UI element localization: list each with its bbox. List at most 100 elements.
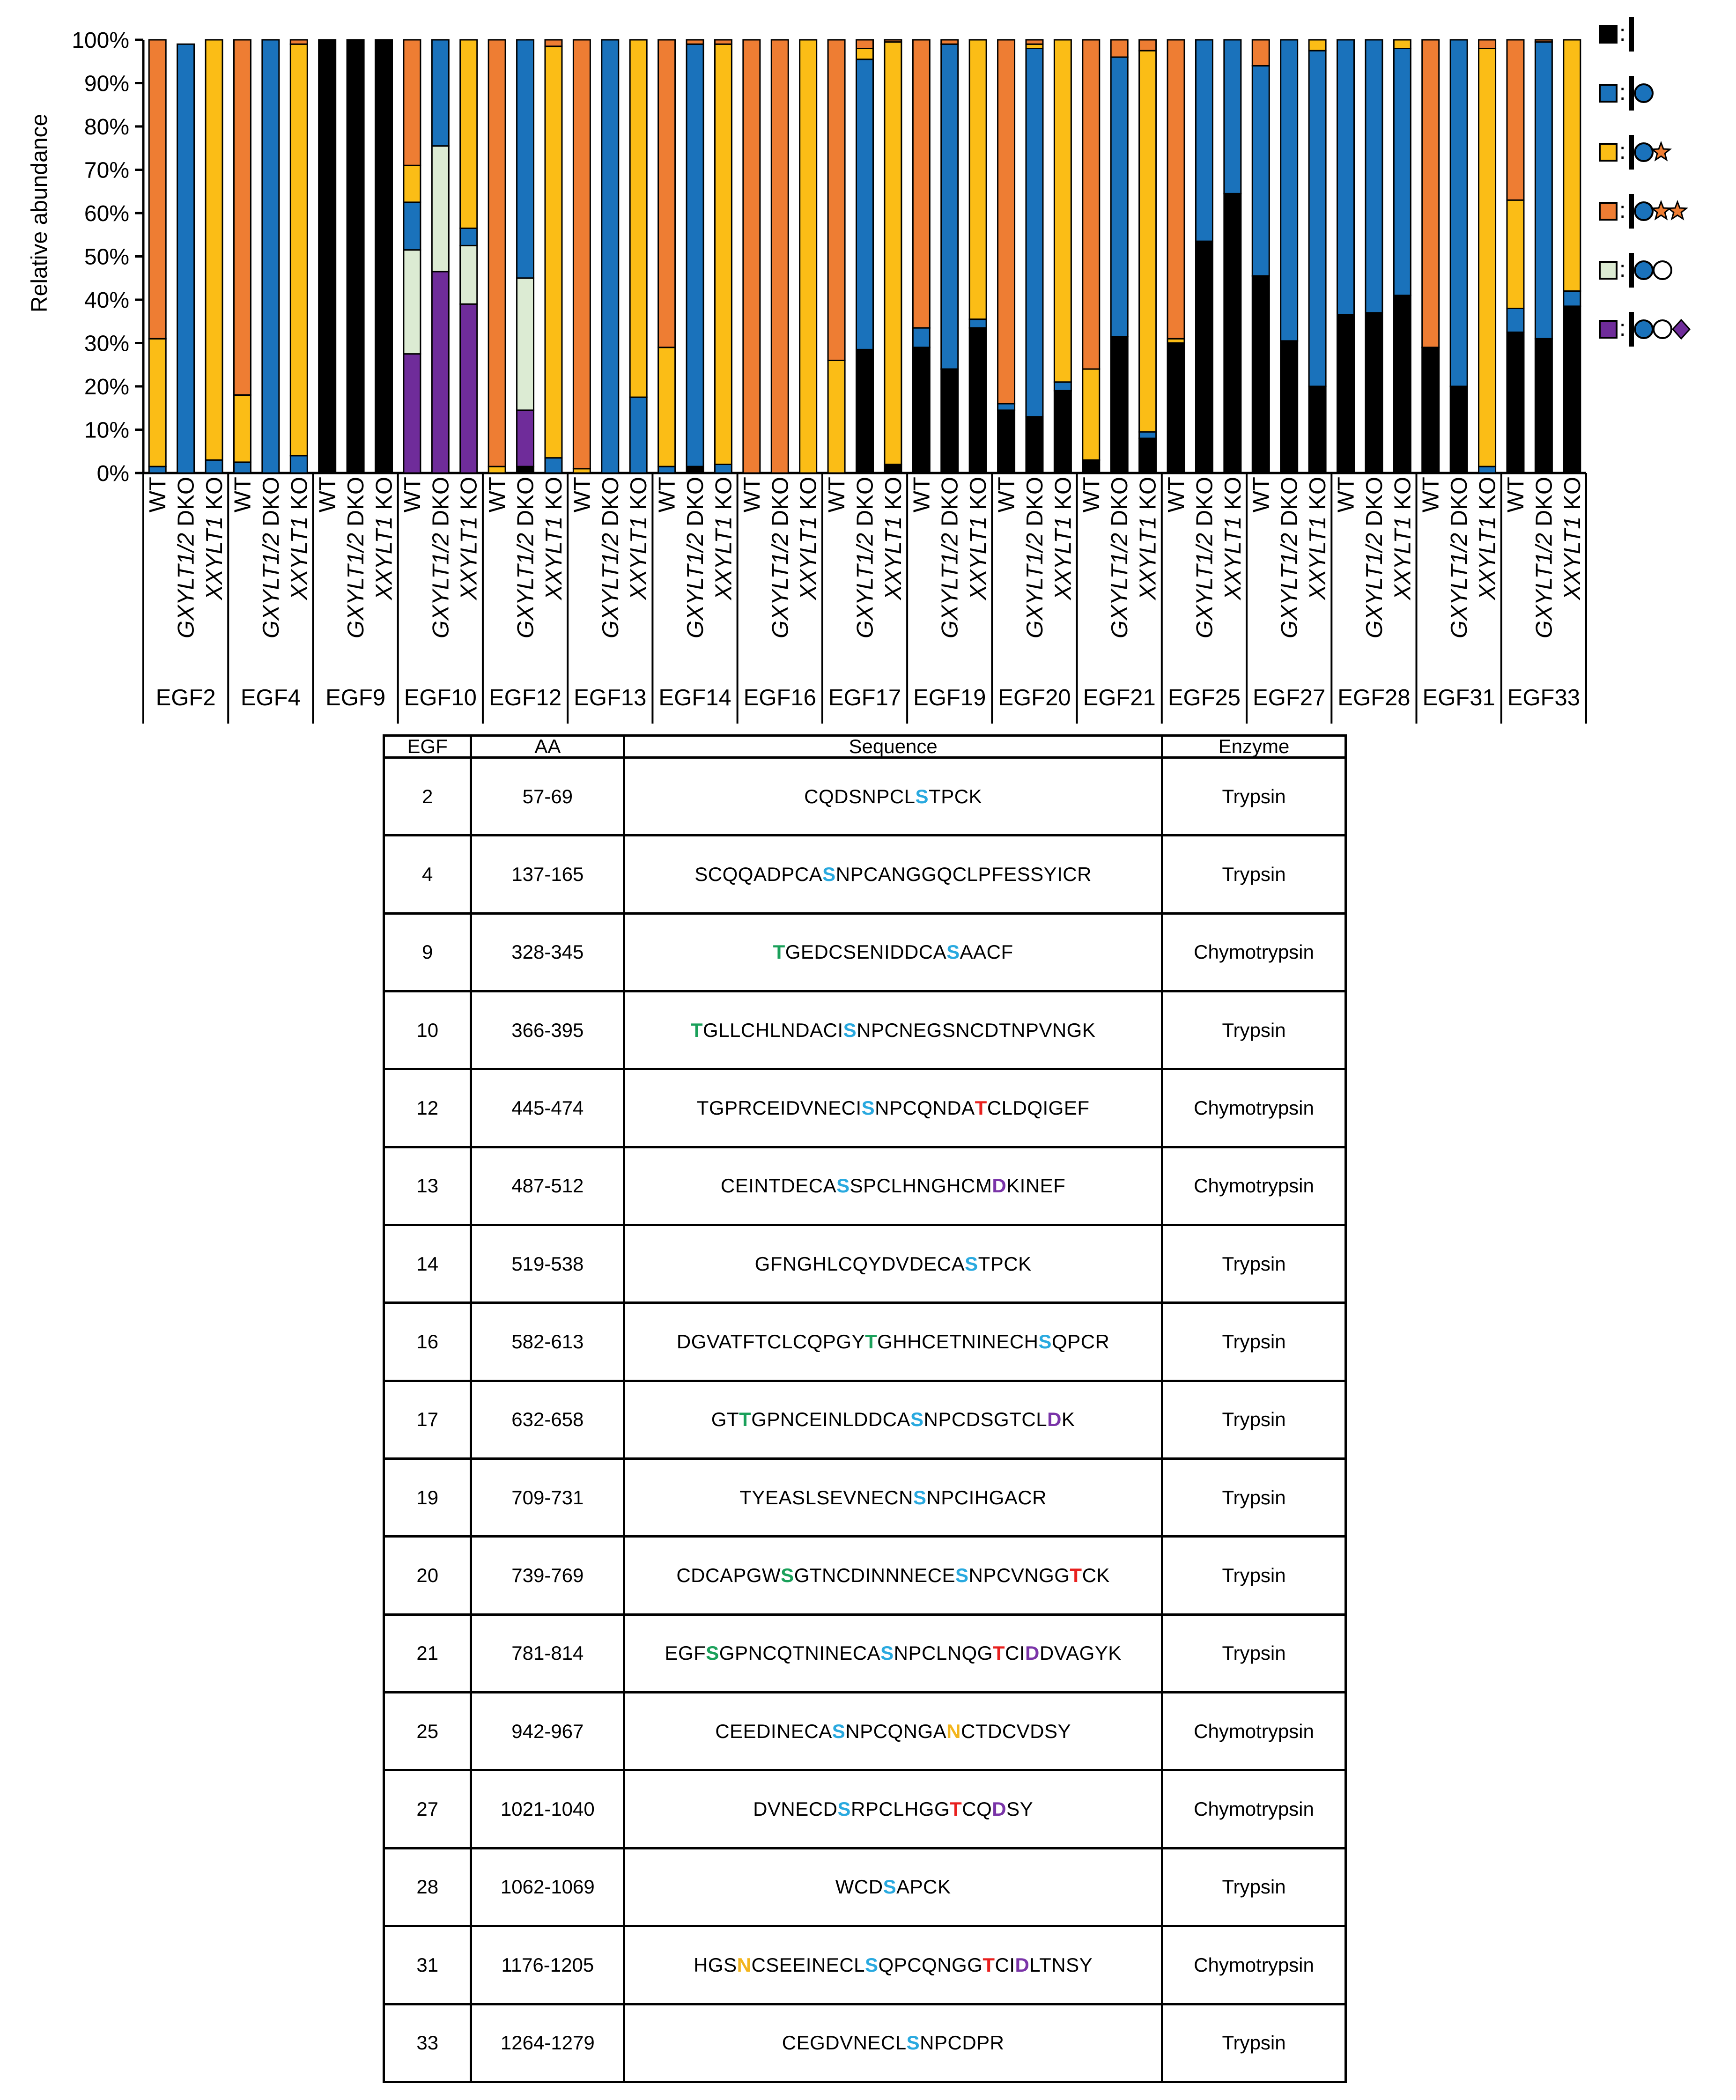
condition-label: XXYLT1 KO: [1050, 477, 1076, 600]
bar-segment-blue: [997, 403, 1016, 411]
sequence-segment: QPCR: [1052, 1331, 1110, 1353]
condition-label: XXYLT1 KO: [1220, 477, 1246, 600]
glycan-diamond-icon: [1671, 318, 1691, 340]
bar-segment-blue: [686, 43, 704, 467]
condition-label: XXYLT1 KO: [202, 477, 227, 600]
cell-egf: 20: [382, 1535, 473, 1616]
bar-segment-orange: [884, 39, 902, 43]
bar-segment-yellow: [289, 43, 308, 457]
cell-enzyme: Chymotrypsin: [1161, 1769, 1347, 1849]
table-row: 9 328-345 TGEDCSENIDDCASAACF Chymotrypsin: [382, 912, 1347, 993]
sequence-segment: DVAGYK: [1039, 1642, 1122, 1664]
y-tick-label: 60%: [84, 201, 129, 226]
bar-segment-blue: [1195, 39, 1213, 242]
header-sequence: Sequence: [623, 734, 1164, 759]
cell-enzyme: Trypsin: [1161, 1535, 1347, 1616]
bar-segment-black: [856, 348, 874, 474]
bar-segment-orange: [289, 39, 308, 45]
condition-label: WT: [1503, 477, 1529, 512]
condition-label: WT: [909, 477, 934, 512]
highlighted-residue: S: [706, 1642, 719, 1664]
header-aa: AA: [470, 734, 626, 759]
bar-segment-yellow: [1308, 39, 1327, 52]
condition-label: XXYLT1 KO: [881, 477, 906, 600]
bar-segment-black: [318, 39, 337, 474]
group-label: EGF13: [574, 685, 646, 710]
bar-segment-orange: [1506, 39, 1525, 201]
bar-segment-black: [1563, 305, 1581, 474]
condition-label: WT: [230, 477, 255, 512]
bar-segment-orange: [1167, 39, 1185, 340]
bar-segment-orange: [572, 39, 591, 470]
bar-segment-blue: [289, 455, 308, 474]
cell-enzyme: Trypsin: [1161, 1457, 1347, 1538]
condition-label: GXYLT1/2 DKO: [343, 477, 369, 638]
bar-segment-black: [1053, 390, 1072, 474]
table-row: 25 942-967 CEEDINECASNPCQNGANCTDCVDSY Chymo…: [382, 1691, 1347, 1772]
table-row: 10 366-395 TGLLCHLNDACISNPCNEGSNCDTNPVNGK T…: [382, 990, 1347, 1071]
group-label: EGF25: [1168, 685, 1241, 710]
bar-segment-yellow: [488, 466, 506, 474]
bar-segment-yellow: [459, 39, 478, 229]
bar-segment-black: [940, 368, 959, 474]
highlighted-residue: D: [1025, 1642, 1040, 1664]
highlighted-residue: S: [843, 1019, 857, 1041]
condition-label: XXYLT1 KO: [966, 477, 991, 600]
bar-segment-blue: [1365, 39, 1383, 314]
bar-segment-orange: [544, 39, 563, 47]
bar-segment-yellow: [968, 39, 987, 320]
sequence-segment: GT: [711, 1408, 739, 1431]
highlighted-residue: T: [1070, 1564, 1082, 1587]
cell-enzyme: Trypsin: [1161, 1224, 1347, 1304]
sequence-segment: RPCLHGG: [850, 1798, 950, 1820]
condition-label: GXYLT1/2 DKO: [1022, 477, 1048, 638]
highlighted-residue: T: [983, 1953, 995, 1976]
sequence-segment: APCK: [896, 1876, 951, 1898]
condition-label: XXYLT1 KO: [796, 477, 821, 600]
condition-label: XXYLT1 KO: [287, 477, 312, 600]
glycan-circle-icon: [1653, 260, 1672, 280]
highlighted-residue: T: [992, 1642, 1005, 1664]
condition-label: GXYLT1/2 DKO: [938, 477, 963, 638]
cell-enzyme: Trypsin: [1161, 990, 1347, 1071]
table-row: 27 1021-1040 DVNECDSRPCLHGGTCQDSY Chymotryp…: [382, 1769, 1347, 1849]
highlighted-residue: S: [883, 1876, 897, 1898]
sequence-segment: GHHCETNINECH: [877, 1331, 1039, 1353]
glycan-circle-icon: [1634, 319, 1654, 339]
cell-sequence: DGVATFTCLCQPGYTGHHCETNINECHSQPCR: [623, 1301, 1164, 1382]
bar-segment-black: [1223, 192, 1242, 474]
bar-segment-blue: [544, 457, 563, 474]
legend-swatch: [1599, 320, 1618, 339]
condition-label: XXYLT1 KO: [1305, 477, 1330, 600]
condition-label: GXYLT1/2 DKO: [428, 477, 453, 638]
sequence-segment: NPCDPR: [920, 2032, 1005, 2054]
cell-aa: 57-69: [470, 756, 626, 837]
stacked-bar-chart: 0% 10% 20% 30% 40% 50% 60% 70% 80% 90% 100% Relati…: [27, 17, 1691, 724]
legend-swatch: [1599, 84, 1618, 103]
bar-segment-orange: [1478, 39, 1497, 49]
highlighted-residue: S: [837, 1798, 851, 1820]
bar-segment-black: [1534, 338, 1553, 474]
cell-egf: 17: [382, 1379, 473, 1460]
cell-enzyme: Trypsin: [1161, 756, 1347, 837]
condition-label: WT: [655, 477, 680, 512]
sequence-table: EGF AA Sequence Enzyme 2 57-69 CQDSNPCLSTP…: [382, 734, 1347, 2083]
bar-segment-black: [1167, 342, 1185, 474]
highlighted-residue: S: [1038, 1331, 1052, 1353]
table-row: 31 1176-1205 HGSNCSEEINECLSQPCQNGGTCIDLTNS…: [382, 1925, 1347, 2005]
bar-segment-orange: [1251, 39, 1270, 67]
bars-layer: [148, 39, 1581, 474]
table-row: 20 739-769 CDCAPGWSGTNCDINNNECESNPCVNGGTCK…: [382, 1535, 1347, 1616]
glycan-circle-icon: [1634, 201, 1654, 221]
legend-separator: :: [1619, 257, 1625, 282]
cell-sequence: GFNGHLCQYDVDECASTPCK: [623, 1224, 1164, 1304]
cell-enzyme: Chymotrypsin: [1161, 1925, 1347, 2005]
bar-segment-lgreen: [459, 244, 478, 305]
cell-egf: 19: [382, 1457, 473, 1538]
bar-segment-black: [375, 39, 393, 474]
sequence-segment: NPCANGGQCLPFESSYICR: [835, 863, 1092, 886]
bar-segment-blue: [431, 39, 450, 147]
highlighted-residue: S: [781, 1564, 794, 1587]
cell-aa: 781-814: [470, 1613, 626, 1694]
bar-segment-orange: [1082, 39, 1101, 370]
